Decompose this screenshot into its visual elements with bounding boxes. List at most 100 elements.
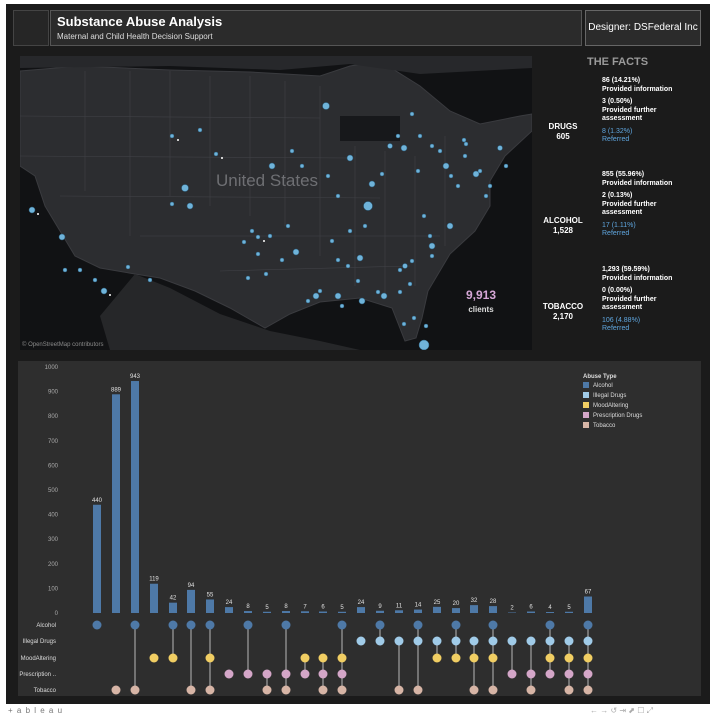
bar: [263, 611, 271, 613]
legend-label: MoodAltering: [593, 403, 629, 409]
client-location-point: [356, 254, 364, 262]
client-location-point: [147, 277, 153, 283]
combination-dot: [451, 620, 461, 630]
client-location-point: [355, 278, 361, 284]
combination-dot: [526, 685, 536, 695]
city-dot: [221, 157, 223, 159]
combination-dot: [545, 653, 555, 663]
combination-dot: [375, 620, 385, 630]
client-location-point: [267, 233, 273, 239]
combination-dot: [300, 653, 310, 663]
legend-label: Alcohol: [593, 383, 613, 389]
combination-dot: [564, 636, 574, 646]
client-location-point: [245, 275, 251, 281]
bar-value-label: 32: [471, 598, 478, 604]
bar: [470, 605, 478, 613]
combination-dot: [564, 685, 574, 695]
client-location-point: [402, 263, 408, 269]
client-location-point: [292, 248, 300, 256]
combination-dot: [224, 669, 234, 679]
further-label: Provided further assessment: [602, 106, 657, 123]
combination-dot: [243, 669, 253, 679]
client-location-point: [415, 168, 421, 174]
category-total: 1,528: [552, 226, 574, 235]
client-location-point: [395, 133, 401, 139]
combination-dot: [168, 620, 178, 630]
city-dot: [37, 213, 39, 215]
bar-value-label: 8: [246, 604, 250, 610]
toolbar-buttons[interactable]: ← → ↺ ⇥ ⬈ ☐ ⤢: [590, 706, 654, 715]
combination-dot: [451, 653, 461, 663]
combination-dot: [281, 669, 291, 679]
combination-dot: [469, 685, 479, 695]
client-location-point: [442, 162, 450, 170]
client-location-point: [213, 151, 219, 157]
client-location-point: [368, 180, 376, 188]
bar-value-label: 440: [92, 498, 103, 504]
client-location-point: [497, 145, 503, 151]
client-location-point: [317, 288, 323, 294]
bar: [565, 611, 573, 613]
bar-value-label: 42: [170, 596, 177, 602]
client-location-point: [461, 137, 467, 143]
state-borders: [20, 71, 446, 296]
referred-label: Referred: [602, 230, 630, 237]
client-location-point: [255, 251, 261, 257]
legend-item-alcohol[interactable]: Alcohol: [583, 382, 613, 390]
client-location-point: [463, 141, 469, 147]
bar-value-label: 8: [284, 604, 288, 610]
upset-chart[interactable]: 0 100 200 300 400 500 600 700 800 900 1000 440 889 94…: [18, 361, 701, 696]
legend-swatch: [583, 402, 589, 409]
client-location-point: [462, 153, 468, 159]
legend-label: Prescription Drugs: [593, 413, 643, 419]
client-location-point: [100, 287, 108, 295]
client-location-point: [181, 184, 189, 192]
combination-dot: [130, 685, 140, 695]
client-location-point: [169, 201, 175, 207]
state-border: [59, 195, 381, 199]
y-tick-label: 800: [48, 414, 59, 420]
combination-dot: [300, 669, 310, 679]
legend-swatch: [583, 382, 589, 389]
combination-dot: [394, 636, 404, 646]
further-label: Provided further assessment: [602, 200, 657, 217]
client-map[interactable]: United States © OpenStreetMap contributo…: [20, 56, 532, 350]
bar: [319, 611, 327, 613]
client-location-point: [477, 168, 483, 174]
combination-dot: [488, 653, 498, 663]
bar-value-label: 5: [265, 605, 269, 611]
legend-item-illegal-drugs[interactable]: Illegal Drugs: [583, 392, 626, 400]
client-location-point: [446, 222, 454, 230]
client-location-point: [312, 292, 320, 300]
combination-dot: [469, 636, 479, 646]
facts-title: THE FACTS: [587, 56, 649, 68]
legend-item-prescription-drugs[interactable]: Prescription Drugs: [583, 412, 642, 420]
client-location-point: [339, 303, 345, 309]
bar: [301, 611, 309, 613]
bar: [112, 394, 120, 613]
bar: [357, 607, 365, 613]
client-location-point: [487, 183, 493, 189]
combination-dot: [583, 653, 593, 663]
header-logo: [13, 10, 49, 46]
client-location-point: [423, 323, 429, 329]
client-location-point: [429, 253, 435, 259]
bar-value-label: 2: [510, 606, 514, 612]
bar-value-label: 67: [585, 590, 592, 596]
client-location-point: [407, 281, 413, 287]
client-location-point: [92, 277, 98, 283]
tableau-brand[interactable]: + a b l e a u: [8, 706, 64, 715]
bar-value-label: 24: [358, 600, 365, 606]
combination-dot: [92, 620, 102, 630]
bar: [338, 611, 346, 613]
bar: [244, 611, 252, 613]
client-location-point: [285, 223, 291, 229]
map-canvas[interactable]: United States: [20, 56, 532, 350]
combination-dot: [337, 669, 347, 679]
upset-chart-canvas[interactable]: 0100200300400500600700800900100044088994…: [18, 361, 701, 696]
facts-alcohol: 855 (55.96%) Provided information 2 (0.1…: [602, 171, 672, 239]
bar-value-label: 6: [321, 605, 325, 611]
combination-dot: [243, 620, 253, 630]
legend-item-tobacco[interactable]: Tobacco: [583, 422, 615, 430]
legend-item-moodaltering[interactable]: MoodAltering: [583, 402, 628, 410]
